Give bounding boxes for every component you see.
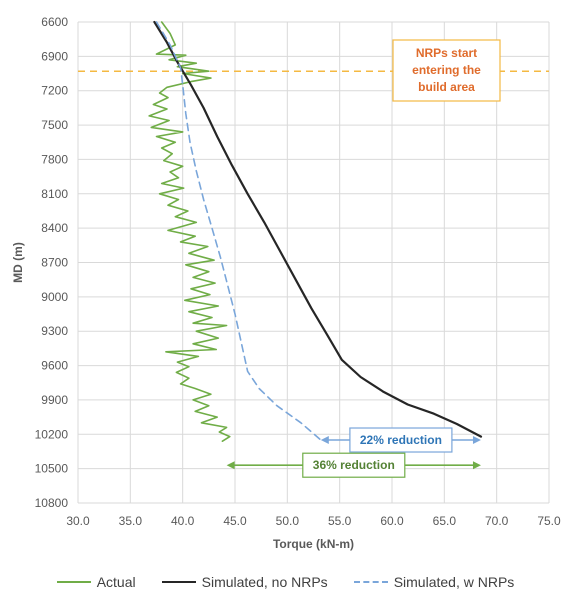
build-area-label-line: build area xyxy=(418,80,475,94)
legend-label: Actual xyxy=(96,574,136,590)
y-tick-label: 8400 xyxy=(41,221,68,235)
reduction-22-box xyxy=(349,427,453,453)
series-line-1 xyxy=(148,21,231,443)
x-tick-label: 45.0 xyxy=(223,514,247,528)
grid-lines xyxy=(77,21,550,504)
legend-item-2: Simulated, no NRPs xyxy=(161,574,328,590)
y-tick-label: 10200 xyxy=(35,427,69,441)
series-line-3 xyxy=(155,21,322,441)
reduction-22-label: 22% reduction xyxy=(360,433,442,447)
y-tick-label: 9000 xyxy=(41,290,68,304)
y-tick-label: 6900 xyxy=(41,49,68,63)
reduction-22-head-right xyxy=(472,436,481,445)
legend-label: Simulated, w NRPs xyxy=(393,574,515,590)
reduction-36-head-right xyxy=(472,461,481,470)
x-tick-label: 75.0 xyxy=(537,514,561,528)
y-tick-label: 10500 xyxy=(35,462,69,476)
y-tick-label: 9900 xyxy=(41,393,68,407)
reduction-22-head-left xyxy=(320,436,329,445)
x-tick-label: 60.0 xyxy=(380,514,404,528)
y-tick-label: 6600 xyxy=(41,15,68,29)
y-tick-label: 7800 xyxy=(41,152,68,166)
x-tick-label: 50.0 xyxy=(276,514,300,528)
build-area-box xyxy=(392,39,501,102)
y-tick-label: 7200 xyxy=(41,84,68,98)
x-tick-label: 65.0 xyxy=(433,514,457,528)
y-tick-label: 9600 xyxy=(41,359,68,373)
y-tick-label: 9300 xyxy=(41,324,68,338)
x-tick-labels: 30.0 35.0 40.0 45.0 50.0 55.0 60.0 65.0 70.0 75.0 xyxy=(66,514,561,528)
legend-swatch xyxy=(353,581,388,583)
x-tick-label: 55.0 xyxy=(328,514,352,528)
y-tick-label: 7500 xyxy=(41,118,68,132)
reduction-36-label: 36% reduction xyxy=(313,458,395,472)
chart-svg: 30.0 35.0 40.0 45.0 50.0 55.0 60.0 65.0 70.0 75.0… xyxy=(11,15,561,551)
legend-swatch xyxy=(161,581,196,583)
series-lines xyxy=(148,20,483,443)
build-area-label-line: entering the xyxy=(412,63,481,77)
y-tick-label: 10800 xyxy=(35,496,69,510)
x-tick-label: 40.0 xyxy=(171,514,195,528)
annotation-labels: NRPs start entering the build area 22% redu… xyxy=(302,39,501,478)
y-axis-title: MD (m) xyxy=(11,242,25,283)
x-tick-label: 70.0 xyxy=(485,514,509,528)
build-area-label-line: NRPs start xyxy=(416,46,477,60)
legend-item-1: Actual xyxy=(56,574,136,590)
annotation-lines xyxy=(78,70,549,470)
x-axis-title: Torque (kN-m) xyxy=(273,537,354,551)
reduction-36-head-left xyxy=(226,461,235,470)
legend-item-3: Simulated, w NRPs xyxy=(353,574,515,590)
y-tick-label: 8100 xyxy=(41,187,68,201)
chart-legend: Actual Simulated, no NRPs Simulated, w NRP… xyxy=(0,570,571,594)
legend-swatch xyxy=(56,581,91,583)
x-tick-label: 30.0 xyxy=(66,514,90,528)
reduction-36-box xyxy=(302,452,406,478)
y-tick-label: 8700 xyxy=(41,256,68,270)
legend-label: Simulated, no NRPs xyxy=(201,574,328,590)
y-tick-labels: 6600 6900 7200 7500 7800 8100 8400 8700 9000 9300… xyxy=(35,15,69,510)
x-tick-label: 35.0 xyxy=(119,514,143,528)
series-line-2 xyxy=(153,20,483,438)
